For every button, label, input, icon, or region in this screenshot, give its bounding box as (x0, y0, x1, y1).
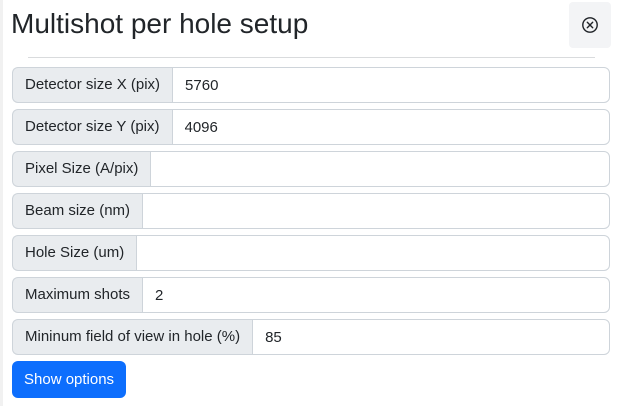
close-button[interactable] (569, 2, 611, 48)
detector-size-x-label: Detector size X (pix) (12, 67, 173, 103)
hole-size-group: Hole Size (um) (12, 235, 610, 271)
min-field-of-view-group: Mininum field of view in hole (%) (12, 319, 610, 355)
detector-size-x-group: Detector size X (pix) (12, 67, 610, 103)
maximum-shots-group: Maximum shots (12, 277, 610, 313)
hole-size-label: Hole Size (um) (12, 235, 137, 271)
pixel-size-group: Pixel Size (A/pix) (12, 151, 610, 187)
hole-size-input[interactable] (136, 235, 610, 271)
title-divider (28, 57, 595, 58)
detector-size-y-label: Detector size Y (pix) (12, 109, 172, 145)
maximum-shots-input[interactable] (142, 277, 610, 313)
background-edge (0, 0, 3, 406)
dialog-title: Multishot per hole setup (11, 8, 309, 39)
maximum-shots-label: Maximum shots (12, 277, 143, 313)
detector-size-x-input[interactable] (172, 67, 610, 103)
min-field-of-view-label: Mininum field of view in hole (%) (12, 319, 253, 355)
pixel-size-label: Pixel Size (A/pix) (12, 151, 151, 187)
beam-size-input[interactable] (142, 193, 610, 229)
detector-size-y-group: Detector size Y (pix) (12, 109, 610, 145)
beam-size-group: Beam size (nm) (12, 193, 610, 229)
show-options-button[interactable]: Show options (12, 361, 127, 398)
pixel-size-input[interactable] (150, 151, 610, 187)
min-field-of-view-input[interactable] (252, 319, 610, 355)
beam-size-label: Beam size (nm) (12, 193, 143, 229)
detector-size-y-input[interactable] (171, 109, 610, 145)
circle-x-icon (581, 16, 599, 34)
